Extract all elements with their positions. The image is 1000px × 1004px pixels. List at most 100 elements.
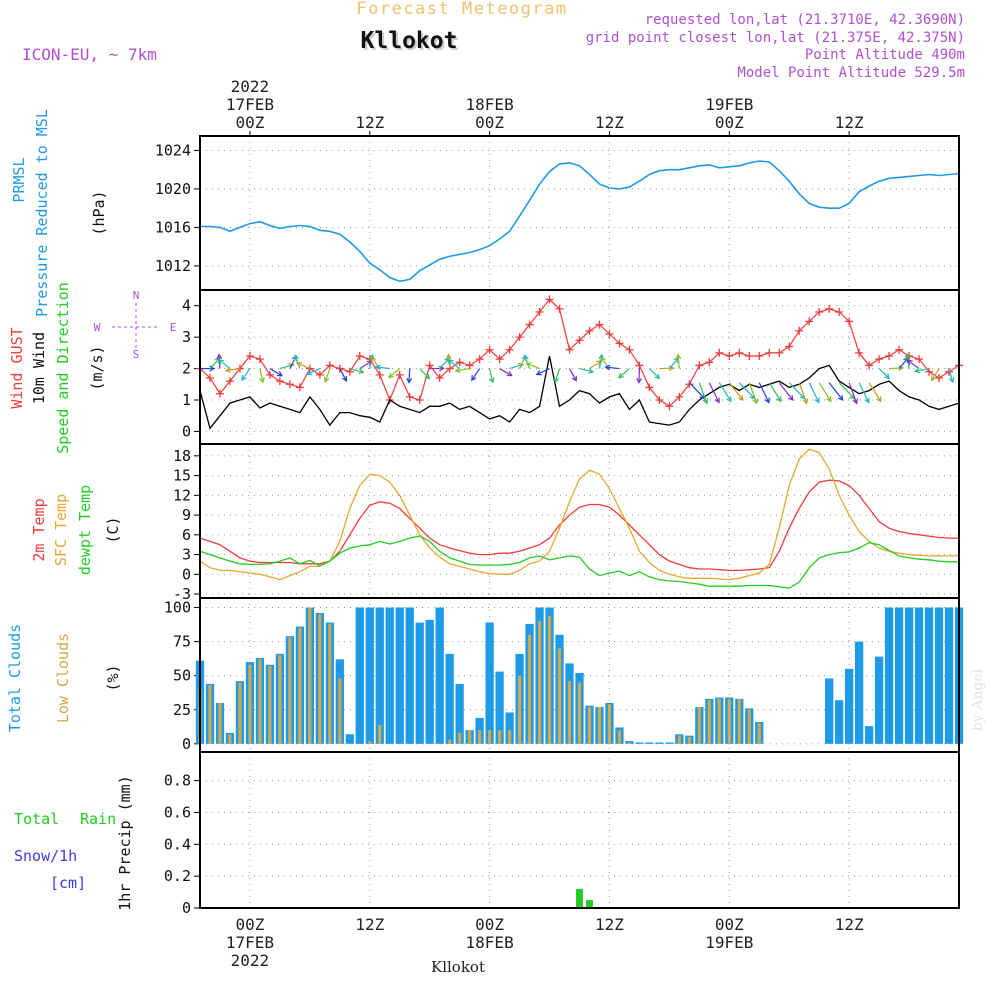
bottom-time-label-4-1: 19FEB <box>705 933 753 952</box>
total-cloud-bar <box>426 620 434 744</box>
temp-2m-label: 2m Temp <box>30 498 48 561</box>
total-clouds-label: Total Clouds <box>6 624 24 732</box>
total-cloud-bar <box>835 700 843 744</box>
low-cloud-bar <box>538 621 541 744</box>
total-cloud-bar <box>645 742 653 743</box>
wind-10m-label: 10m Wind <box>30 332 48 404</box>
total-cloud-bar <box>446 654 454 744</box>
low-cloud-bar <box>678 736 681 744</box>
ytick-label-clouds-1: 25 <box>173 701 191 719</box>
total-cloud-bar <box>406 608 414 744</box>
ytick-label-wind-1: 1 <box>182 391 191 409</box>
temp-dewpt-label: dewpt Temp <box>76 485 94 575</box>
low-cloud-bar <box>498 730 501 744</box>
total-cloud-bar <box>865 726 873 744</box>
total-cloud-bar <box>885 608 893 744</box>
low-cloud-bar <box>228 734 231 744</box>
total-cloud-bar <box>376 608 384 744</box>
location-title: Kllokot <box>361 28 458 54</box>
ytick-label-clouds-4: 100 <box>164 599 191 617</box>
ytick-label-temperature-2: 3 <box>182 546 191 564</box>
low-cloud-bar <box>258 659 261 743</box>
low-cloud-bar <box>618 730 621 744</box>
ytick-label-wind-4: 4 <box>182 297 191 315</box>
total-cloud-bar <box>366 608 374 744</box>
pressure-label-prmsl: PRMSL <box>10 157 28 202</box>
ytick-label-clouds-0: 0 <box>182 735 191 753</box>
low-cloud-bar <box>568 681 571 744</box>
low-cloud-bar <box>478 730 481 744</box>
total-cloud-bar <box>635 742 643 743</box>
bottom-time-label-0-2: 2022 <box>231 951 270 970</box>
temp-sfc-label: SFC Temp <box>52 494 70 566</box>
low-cloud-bar <box>688 737 691 744</box>
ytick-label-clouds-2: 50 <box>173 667 191 685</box>
product-title: Forecast Meteogram <box>356 0 567 19</box>
ytick-label-precip-0: 0 <box>182 899 191 917</box>
total-cloud-bar <box>416 623 424 744</box>
panel-bg-temperature <box>200 444 959 598</box>
total-cloud-bar <box>895 608 903 744</box>
total-cloud-bar <box>396 608 404 744</box>
top-time-label-1-0: 12Z <box>355 113 384 132</box>
low-cloud-bar <box>338 678 341 743</box>
ytick-label-wind-0: 0 <box>182 422 191 440</box>
bottom-time-label-4-0: 00Z <box>715 915 744 934</box>
low-cloud-bar <box>558 648 561 743</box>
low-cloud-bar <box>758 723 761 743</box>
top-time-label-4-1: 00Z <box>715 113 744 132</box>
bottom-time-label-0-1: 17FEB <box>226 933 274 952</box>
ytick-label-pressure-1: 1016 <box>155 218 191 236</box>
snow-label: Snow/1h <box>14 847 77 865</box>
ytick-label-precip-1: 0.2 <box>164 867 191 885</box>
precip-axis-label: 1hr Precip (mm) <box>116 775 134 910</box>
total-cloud-bar <box>356 608 364 744</box>
low-cloud-bar <box>588 707 591 744</box>
ytick-label-precip-2: 0.4 <box>164 835 191 853</box>
low-clouds-label: Low Clouds <box>54 633 72 723</box>
panel-bg-wind <box>200 290 959 444</box>
wind-gust-label: Wind GUST <box>8 327 26 408</box>
low-cloud-bar <box>548 616 551 744</box>
total-cloud-bar <box>655 742 663 743</box>
low-cloud-bar <box>718 699 721 744</box>
compass-s: S <box>133 348 140 361</box>
total-cloud-bar <box>915 608 923 744</box>
ytick-label-pressure-2: 1020 <box>155 180 191 198</box>
low-cloud-bar <box>628 742 631 743</box>
ytick-label-pressure-3: 1024 <box>155 141 191 159</box>
compass-n: N <box>133 289 140 302</box>
gridpoint-coords: grid point closest lon,lat (21.375E, 42.… <box>586 30 965 46</box>
total-cloud-bar <box>855 642 863 744</box>
total-cloud-bar <box>436 608 444 744</box>
bottom-time-label-0-0: 00Z <box>235 915 264 934</box>
compass-e: E <box>170 321 177 334</box>
low-cloud-bar <box>488 730 491 744</box>
top-time-label-0-2: 00Z <box>235 113 264 132</box>
wind-speed-dir-label: Speed and Direction <box>54 282 72 454</box>
low-cloud-bar <box>208 685 211 744</box>
total-cloud-bar <box>386 608 394 744</box>
low-cloud-bar <box>608 704 611 744</box>
ytick-label-temperature-7: 18 <box>173 447 191 465</box>
ytick-label-temperature-1: 0 <box>182 565 191 583</box>
low-cloud-bar <box>288 638 291 744</box>
low-cloud-bar <box>518 676 521 744</box>
top-time-label-0-0: 2022 <box>231 77 270 96</box>
model-altitude: Model Point Altitude 529.5m <box>737 65 965 81</box>
total-cloud-bar <box>905 608 913 744</box>
low-cloud-bar <box>448 740 451 744</box>
ytick-label-wind-3: 3 <box>182 328 191 346</box>
temp-unit: (C) <box>104 516 122 543</box>
low-cloud-bar <box>248 665 251 744</box>
rain-bar <box>586 900 593 908</box>
low-cloud-bar <box>378 725 381 744</box>
total-cloud-bar <box>825 678 833 743</box>
bottom-time-label-1-0: 12Z <box>355 915 384 934</box>
low-cloud-bar <box>708 700 711 744</box>
